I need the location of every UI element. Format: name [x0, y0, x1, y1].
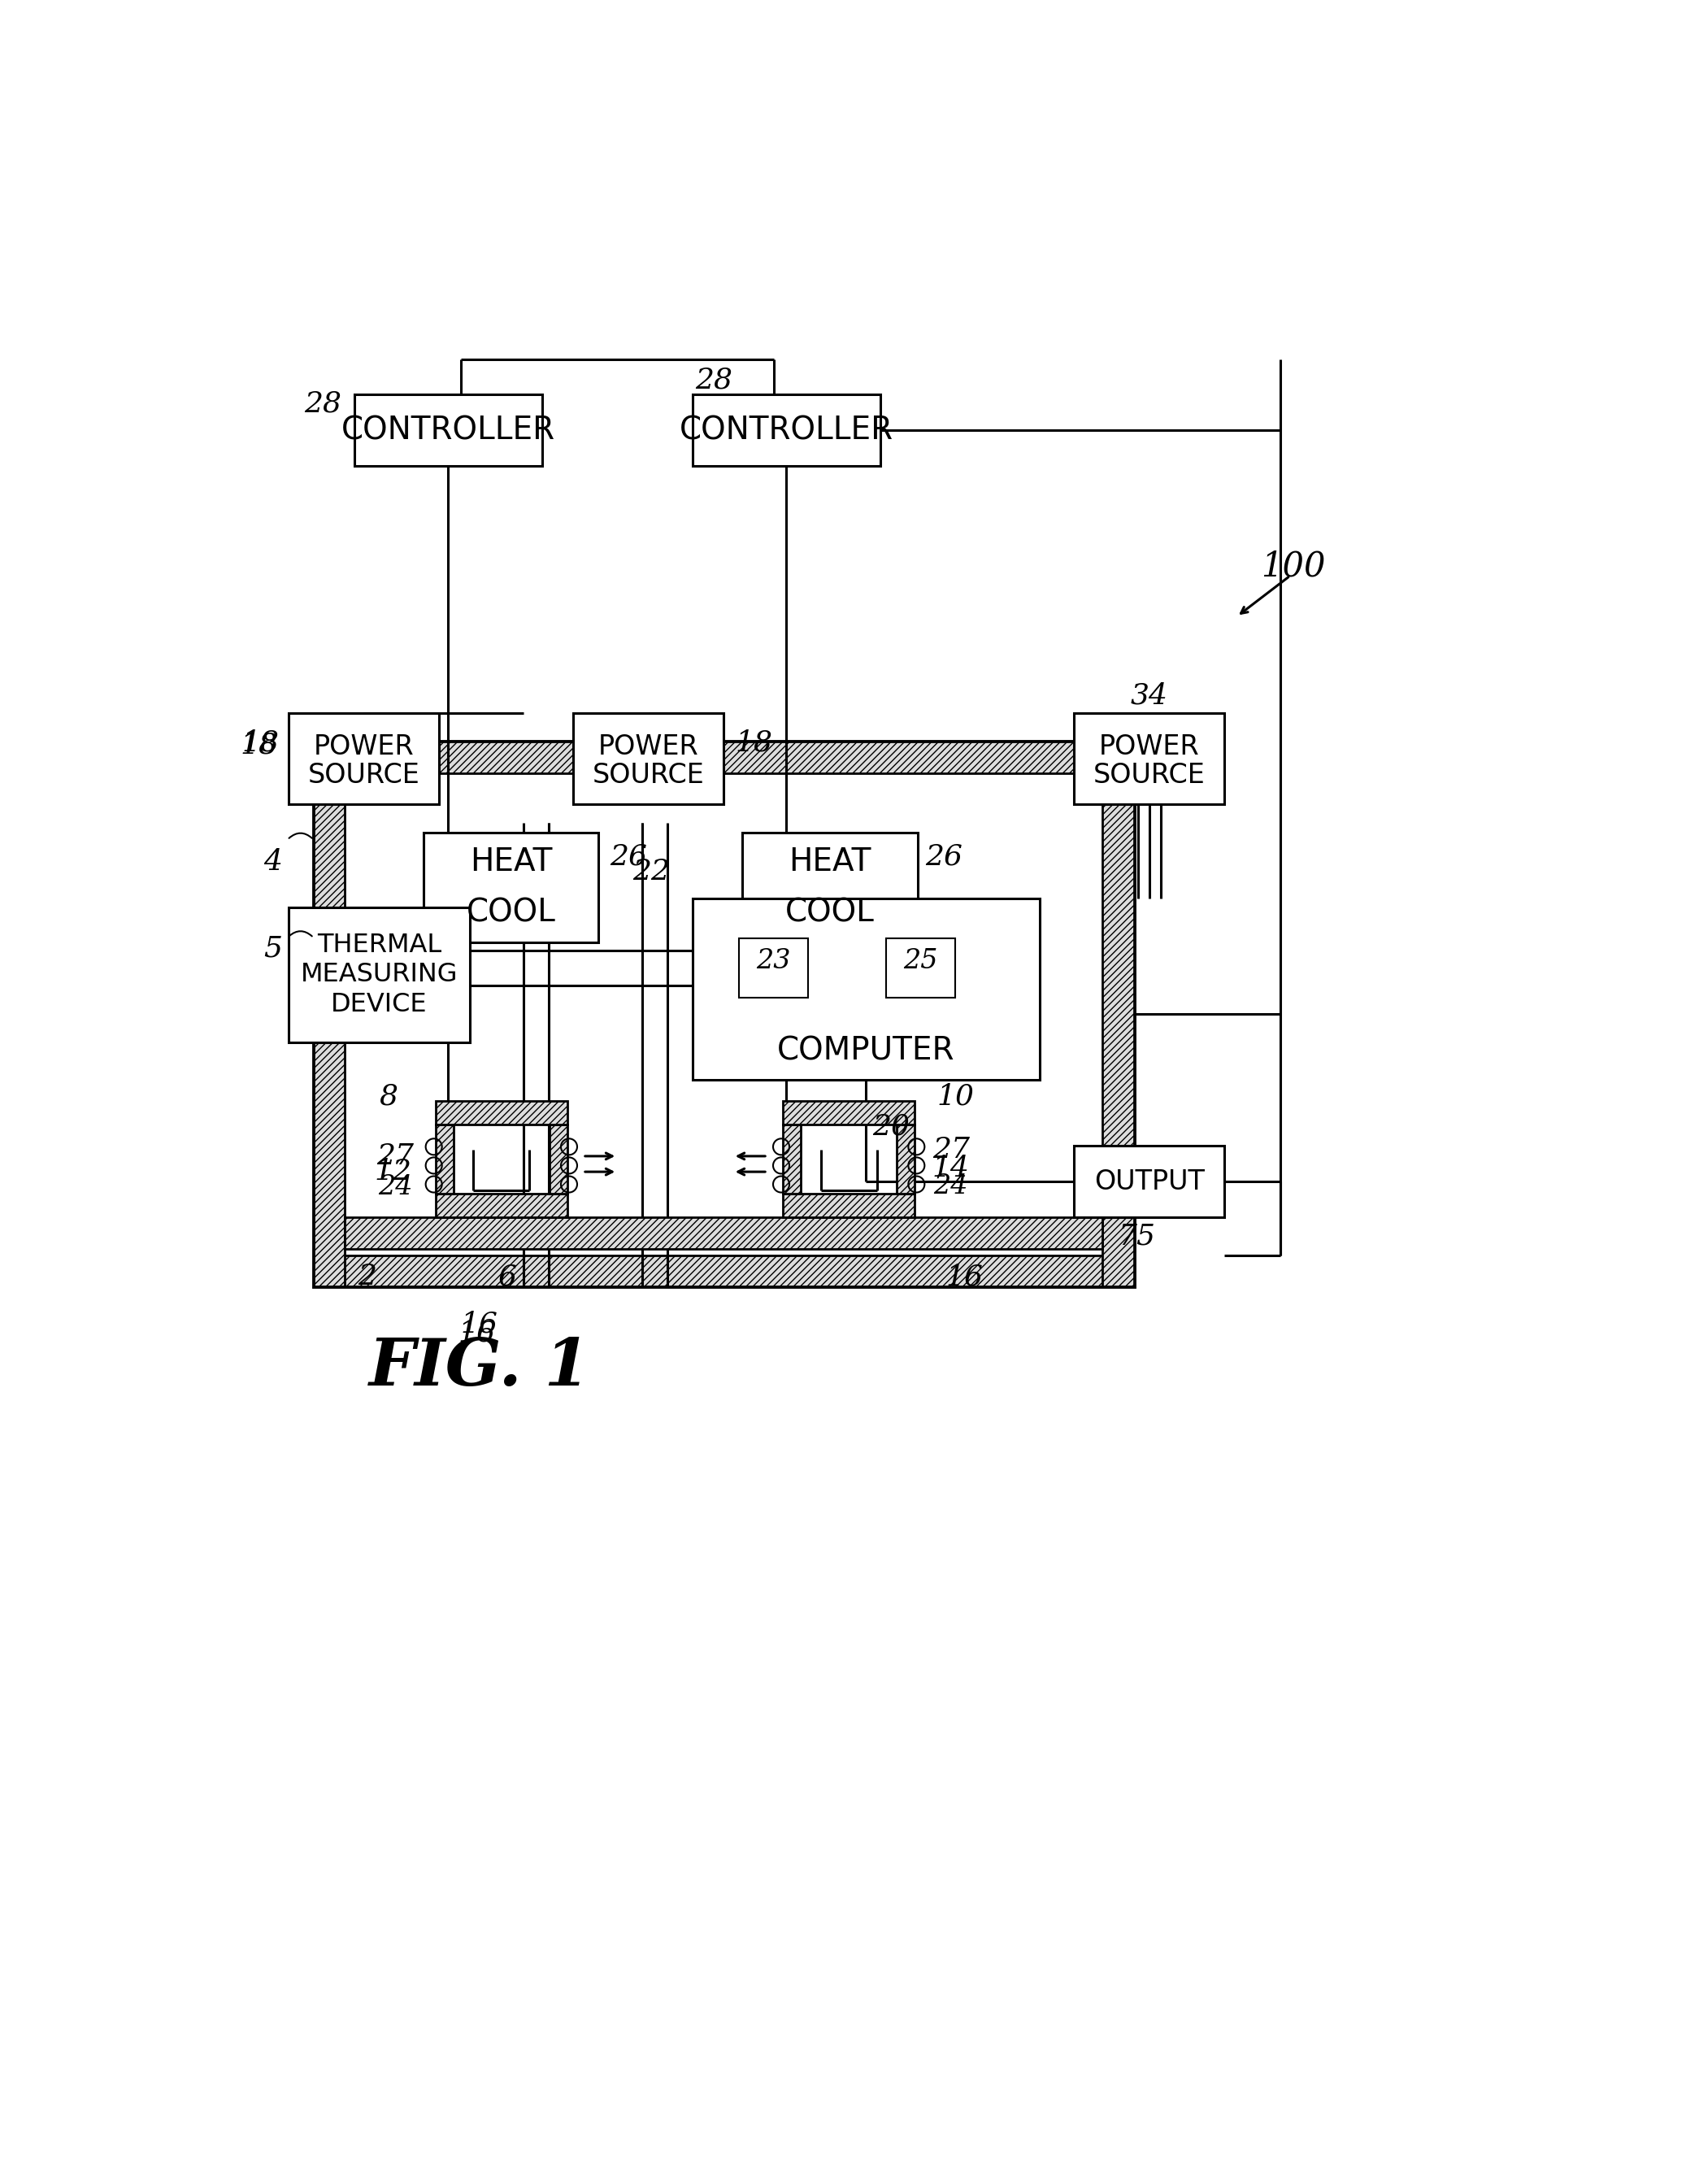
Text: 24: 24 — [377, 1175, 413, 1201]
Text: 26: 26 — [926, 843, 963, 871]
Text: MEASURING: MEASURING — [301, 963, 459, 987]
Bar — [550, 1125, 567, 1195]
Text: COOL: COOL — [466, 898, 556, 928]
Bar — [693, 393, 880, 465]
Text: 27: 27 — [933, 1136, 970, 1164]
Text: 18: 18 — [240, 732, 277, 760]
Bar — [887, 939, 955, 998]
Bar — [783, 1101, 914, 1125]
Bar — [435, 1125, 454, 1195]
Text: 4: 4 — [263, 847, 282, 876]
Text: 20: 20 — [872, 1114, 909, 1140]
Text: 100: 100 — [1261, 550, 1325, 583]
Text: SOURCE: SOURCE — [1092, 762, 1205, 788]
Text: 16: 16 — [946, 1262, 984, 1291]
Text: POWER: POWER — [313, 734, 415, 760]
Text: COOL: COOL — [785, 898, 875, 928]
Bar — [314, 743, 1133, 1286]
Text: THERMAL: THERMAL — [318, 933, 442, 959]
Text: 16: 16 — [460, 1310, 498, 1339]
Text: 14: 14 — [933, 1155, 970, 1182]
Text: 5: 5 — [263, 935, 282, 963]
Bar — [435, 1101, 567, 1125]
Text: 22: 22 — [634, 858, 671, 887]
Bar — [1074, 714, 1225, 804]
Text: 75: 75 — [1118, 1223, 1155, 1249]
Bar — [1103, 743, 1133, 1286]
Text: 6: 6 — [498, 1262, 516, 1291]
Text: CONTROLLER: CONTROLLER — [341, 415, 556, 446]
Text: 12: 12 — [374, 1158, 411, 1186]
Text: 34: 34 — [1130, 681, 1167, 710]
Text: POWER: POWER — [598, 734, 698, 760]
Bar — [423, 832, 598, 941]
Bar — [693, 898, 1040, 1079]
Bar — [314, 1256, 1133, 1286]
Text: 2: 2 — [357, 1262, 375, 1291]
Bar — [435, 1195, 567, 1216]
Bar — [783, 1125, 800, 1195]
Bar — [574, 714, 724, 804]
Bar — [742, 832, 917, 941]
Text: 26: 26 — [610, 843, 647, 871]
Bar — [897, 1125, 914, 1195]
Text: 10: 10 — [936, 1083, 974, 1109]
Text: SOURCE: SOURCE — [308, 762, 420, 788]
Text: POWER: POWER — [1099, 734, 1199, 760]
Bar — [345, 1216, 1103, 1249]
Text: OUTPUT: OUTPUT — [1094, 1168, 1205, 1195]
Bar — [783, 1195, 914, 1216]
Bar — [314, 743, 345, 1286]
Text: HEAT: HEAT — [788, 847, 872, 878]
Text: 18: 18 — [736, 729, 773, 756]
Text: 28: 28 — [304, 389, 341, 417]
Text: 28: 28 — [695, 367, 732, 395]
Bar — [289, 714, 438, 804]
Text: 25: 25 — [904, 948, 938, 974]
Text: HEAT: HEAT — [469, 847, 552, 878]
Bar — [739, 939, 809, 998]
Text: 23: 23 — [756, 948, 792, 974]
Text: 24: 24 — [933, 1173, 968, 1199]
Text: 16: 16 — [457, 1319, 494, 1348]
Text: 27: 27 — [375, 1142, 415, 1171]
Bar — [355, 393, 542, 465]
Text: SOURCE: SOURCE — [593, 762, 705, 788]
Bar — [314, 743, 1133, 773]
Text: CONTROLLER: CONTROLLER — [680, 415, 894, 446]
Text: COMPUTER: COMPUTER — [776, 1035, 955, 1066]
Text: 18: 18 — [241, 729, 279, 756]
Bar — [1074, 1144, 1225, 1216]
Text: 8: 8 — [379, 1083, 398, 1109]
Text: DEVICE: DEVICE — [331, 992, 428, 1018]
Text: FIG. 1: FIG. 1 — [369, 1337, 590, 1400]
Bar — [289, 909, 471, 1042]
